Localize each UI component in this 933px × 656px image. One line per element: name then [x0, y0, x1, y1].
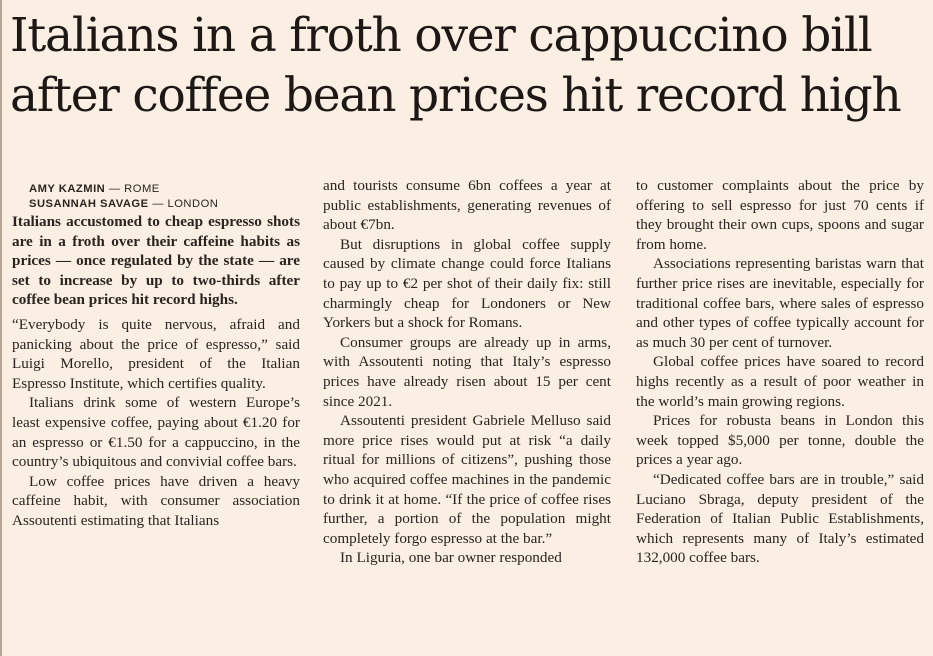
byline-2: SUSANNAH SAVAGE — LONDON — [12, 197, 300, 212]
author-location: — LONDON — [152, 198, 219, 210]
left-margin-rule — [0, 0, 2, 656]
paragraph: “Everybody is quite nervous, afraid and … — [12, 315, 300, 392]
paragraph: “Dedicated coffee bars are in trouble,” … — [636, 470, 924, 567]
paragraph: Consumer groups are already up in arms, … — [323, 333, 611, 410]
paragraph: Assoutenti president Gabriele Melluso sa… — [323, 412, 611, 547]
byline-1: AMY KAZMIN — ROME — [12, 182, 300, 197]
paragraph: Global coffee prices have soared to reco… — [636, 353, 924, 410]
paragraph: to customer complaints about the price b… — [636, 177, 924, 253]
article-column-1: AMY KAZMIN — ROME SUSANNAH SAVAGE — LOND… — [12, 182, 300, 531]
paragraph: Italians drink some of western Europe’s … — [12, 394, 300, 471]
paragraph: Low coffee prices have driven a heavy ca… — [12, 472, 300, 529]
paragraph: and tourists consume 6bn coffees a year … — [323, 177, 611, 234]
paragraph: Prices for robusta beans in London this … — [636, 412, 924, 469]
paragraph: But disruptions in global coffee supply … — [323, 235, 611, 332]
headline: Italians in a froth over cappuccino bill… — [10, 8, 902, 123]
paragraph: Associations representing baristas warn … — [636, 255, 924, 351]
author-location: — ROME — [108, 183, 160, 195]
paragraph: In Liguria, one bar owner responded — [340, 549, 562, 567]
author-name: SUSANNAH SAVAGE — [29, 198, 149, 210]
author-name: AMY KAZMIN — [29, 183, 106, 195]
article-column-3: to customer complaints about the price b… — [636, 176, 924, 568]
article-column-2: and tourists consume 6bn coffees a year … — [323, 176, 611, 568]
standfirst: Italians accustomed to cheap espresso sh… — [12, 213, 300, 309]
